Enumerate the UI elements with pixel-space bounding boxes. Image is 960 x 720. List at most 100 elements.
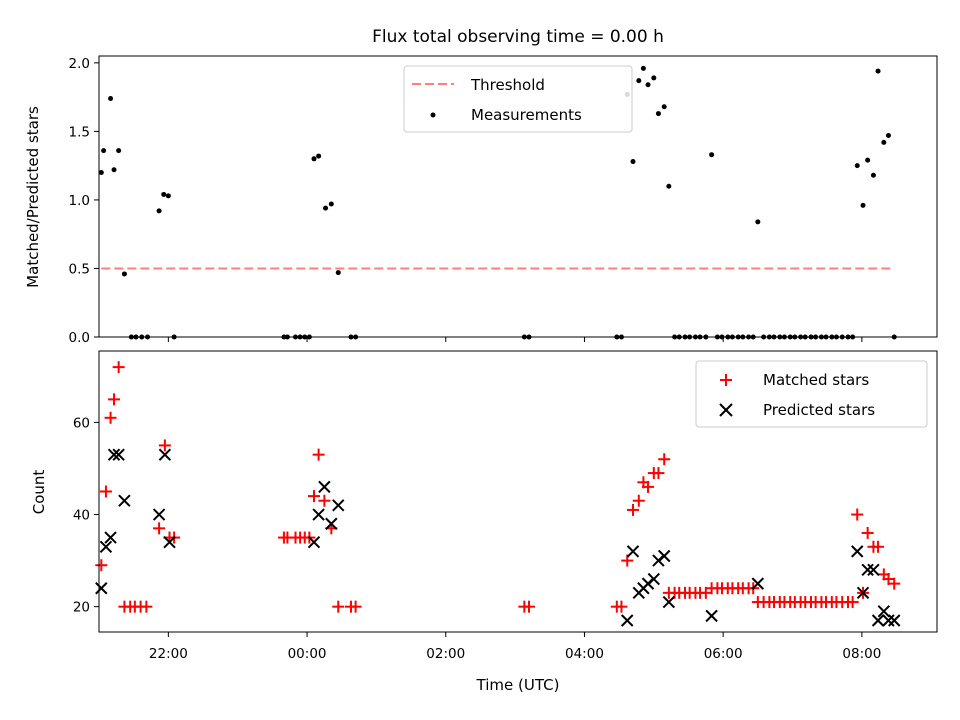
bottom-panel: 20 40 60 22:00 00:00 02:00 04:00 06:00 08:00 Co… [30, 350, 938, 694]
measurement-point [116, 148, 122, 154]
measurement-point [121, 271, 127, 277]
measurement-point [645, 82, 651, 88]
predicted-star-point [95, 582, 108, 595]
measurement-point [108, 95, 114, 101]
bottom-x-tick-label: 02:00 [426, 646, 465, 662]
measurement-point [865, 157, 871, 163]
measurement-point [655, 111, 661, 117]
measurement-point [328, 201, 334, 207]
top-y-tick-label: 0.0 [69, 330, 90, 346]
matched-star-point [627, 503, 640, 516]
measurement-point [709, 152, 715, 158]
legend-measurements-swatch [430, 112, 436, 118]
top-y-tick-label: 2.0 [69, 56, 90, 72]
matched-star-point [318, 494, 331, 507]
predicted-star-point [104, 531, 117, 544]
predicted-star-point [318, 480, 331, 494]
matched-star-point [312, 448, 325, 461]
measurement-point [630, 159, 636, 165]
predicted-star-point [662, 595, 676, 609]
matched-star-point [632, 494, 645, 507]
predicted-star-point [856, 586, 870, 600]
measurement-point [755, 219, 761, 225]
matched-star-point [652, 467, 665, 480]
top-plot-frame [98, 55, 938, 338]
measurement-point [636, 78, 642, 84]
measurement-point [156, 208, 162, 214]
matched-star-point [888, 577, 901, 590]
bottom-marks [95, 361, 901, 627]
predicted-star-point [658, 549, 671, 563]
legend-predicted-swatch [719, 403, 733, 417]
measurement-point [323, 205, 329, 211]
bottom-x-tick-label: 04:00 [565, 646, 604, 662]
matched-star-point [861, 526, 874, 539]
predicted-star-point [312, 508, 325, 521]
matched-star-point [108, 393, 121, 406]
predicted-star-point [152, 508, 166, 521]
measurement-point [165, 193, 171, 199]
predicted-star-point [888, 614, 901, 627]
legend-matched-label: Matched stars [763, 371, 869, 389]
predicted-star-point [112, 448, 125, 461]
measurement-point [98, 170, 104, 176]
predicted-star-point [751, 577, 765, 590]
predicted-star-point [107, 448, 121, 461]
top-y-tick-label: 1.0 [69, 193, 90, 209]
matched-star-point [349, 600, 362, 613]
measurement-point [335, 270, 341, 276]
matched-star-point [846, 596, 859, 609]
bottom-y-tick-label: 20 [73, 600, 90, 616]
measurement-point [640, 65, 646, 71]
matched-star-point [642, 480, 655, 493]
bottom-legend-box [695, 360, 928, 428]
top-y-tick-label: 1.5 [69, 124, 90, 140]
predicted-star-point [325, 517, 338, 530]
matched-star-point [307, 490, 320, 503]
bottom-x-ticks: 22:00 00:00 02:00 04:00 06:00 08:00 [149, 632, 881, 662]
bottom-plot-frame [98, 350, 938, 633]
matched-star-point [99, 485, 112, 498]
matched-star-point [851, 508, 864, 521]
measurement-point [885, 133, 891, 139]
predicted-star-point [867, 563, 880, 577]
measurement-point [881, 139, 887, 145]
bottom-x-tick-label: 06:00 [704, 646, 743, 662]
measurement-point [875, 68, 881, 74]
legend-threshold-label: Threshold [470, 76, 545, 94]
measurement-point [860, 202, 866, 208]
matched-star-point [158, 439, 171, 452]
measurement-point [111, 167, 117, 173]
measurement-point [101, 148, 107, 154]
predicted-star-point [99, 540, 113, 553]
legend-matched-swatch [720, 374, 732, 386]
predicted-star-point [705, 609, 718, 623]
top-y-axis-label: Matched/Predicted stars [24, 106, 42, 288]
bottom-y-tick-label: 60 [73, 415, 90, 431]
matched-star-point [140, 600, 153, 613]
predicted-star-point [871, 614, 885, 627]
measurement-point [854, 163, 860, 169]
predicted-star-point [882, 614, 895, 627]
measurement-point [661, 104, 667, 110]
predicted-star-point [621, 614, 634, 627]
measurement-point [161, 191, 167, 197]
predicted-star-point [626, 545, 640, 558]
bottom-y-axis-label: Count [30, 470, 48, 515]
predicted-star-point [118, 494, 131, 507]
top-y-ticks: 0.0 0.5 1.0 1.5 2.0 [69, 56, 99, 346]
top-legend-box [403, 65, 633, 133]
predicted-star-point [877, 605, 891, 618]
measurement-point [311, 156, 317, 162]
measurement-point [316, 153, 322, 159]
measurement-point [666, 183, 672, 189]
matched-star-point [658, 453, 671, 466]
predicted-star-point [332, 499, 345, 512]
bottom-x-tick-label: 22:00 [149, 646, 188, 662]
measurement-point [651, 75, 657, 81]
predicted-star-point [647, 572, 661, 586]
bottom-x-tick-label: 00:00 [288, 646, 327, 662]
top-legend: Threshold Measurements [403, 65, 633, 133]
matched-star-point [153, 522, 166, 535]
